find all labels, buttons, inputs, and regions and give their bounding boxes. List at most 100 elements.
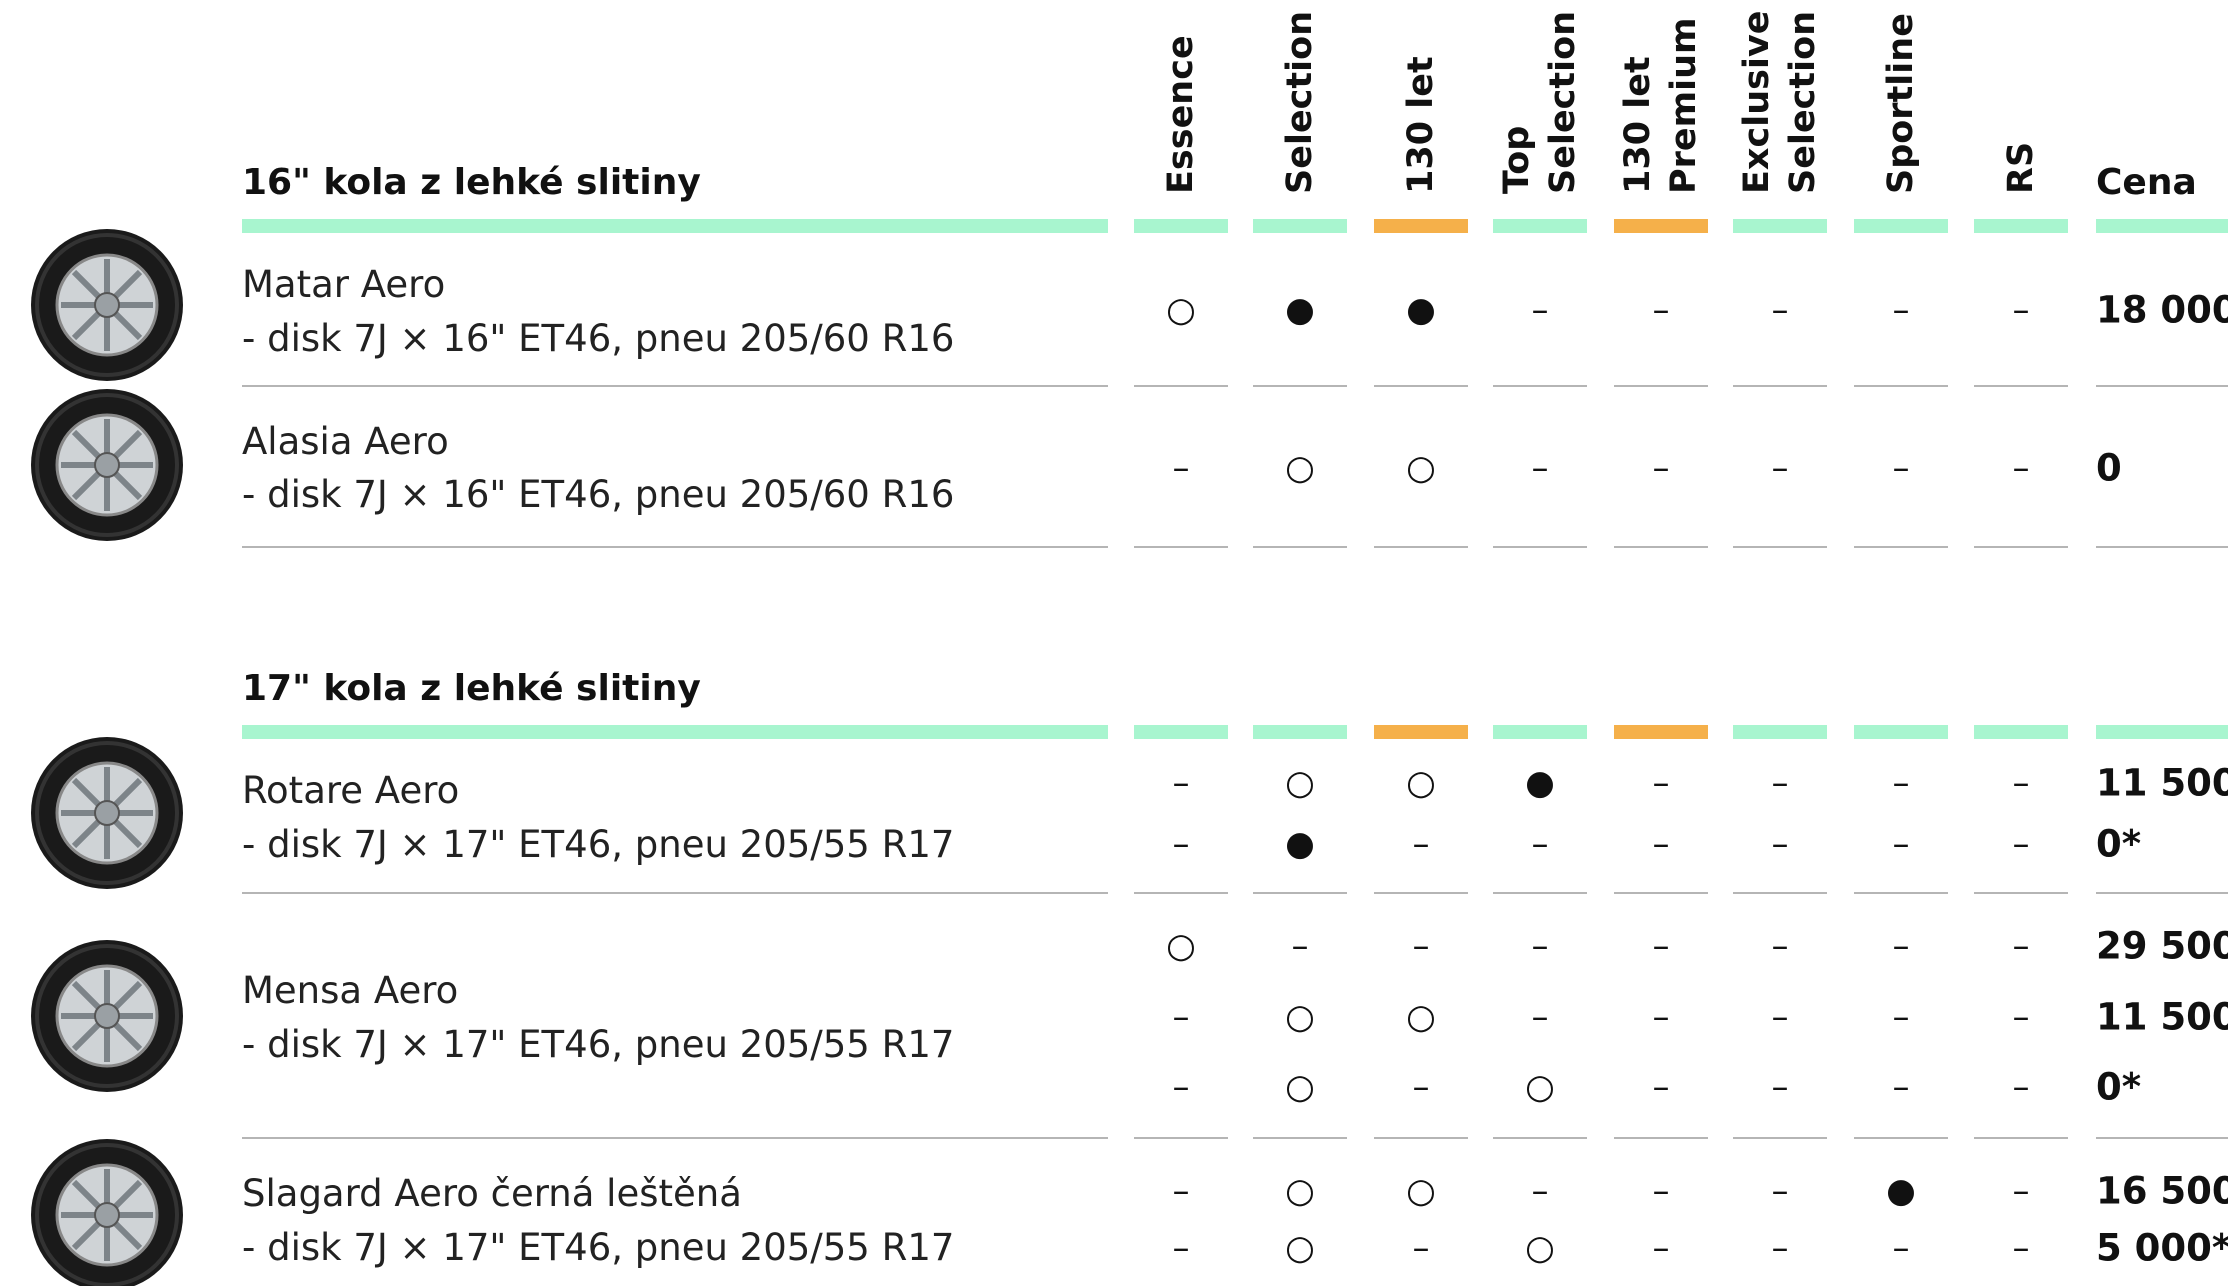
header-bar <box>1854 725 1948 739</box>
header-bar <box>1854 219 1948 233</box>
availability-mark: – <box>1653 290 1670 330</box>
wheel-name: Slagard Aero černá leštěná <box>242 1172 742 1215</box>
availability-mark: ○ <box>1406 1171 1436 1211</box>
availability-mark: – <box>1173 997 1190 1037</box>
availability-mark: ○ <box>1525 1067 1555 1107</box>
availability-mark: – <box>1532 1171 1549 1211</box>
header-bar <box>1253 219 1347 233</box>
row-separator <box>1854 1137 1948 1139</box>
row-separator <box>1733 892 1827 894</box>
availability-mark: – <box>1173 1171 1190 1211</box>
wheel-spec: - disk 7J × 16" ET46, pneu 205/60 R16 <box>242 473 954 516</box>
availability-mark: – <box>2013 290 2030 330</box>
header-bar <box>1974 725 2068 739</box>
wheel-name: Mensa Aero <box>242 969 458 1012</box>
availability-mark: – <box>2013 448 2030 488</box>
row-separator <box>1493 892 1587 894</box>
availability-mark: ○ <box>1285 1171 1315 1211</box>
row-separator <box>1614 546 1708 548</box>
wheel-image <box>31 389 183 541</box>
column-header: RS <box>2001 142 2041 194</box>
availability-mark: – <box>1413 1067 1430 1107</box>
price: 16 500 <box>2096 1170 2228 1213</box>
column-header: Selection <box>1783 11 1823 194</box>
availability-mark: – <box>1532 926 1549 966</box>
wheel-name: Rotare Aero <box>242 769 459 812</box>
availability-mark: – <box>1893 824 1910 864</box>
row-separator <box>1134 385 1228 387</box>
availability-mark: ○ <box>1406 997 1436 1037</box>
availability-mark: – <box>1653 1171 1670 1211</box>
row-separator <box>1974 546 2068 548</box>
column-header: Selection <box>1543 11 1583 194</box>
availability-mark: – <box>1532 997 1549 1037</box>
header-bar <box>1493 725 1587 739</box>
header-bar <box>1374 219 1468 233</box>
availability-mark: ● <box>1285 290 1315 330</box>
availability-mark: – <box>1653 1228 1670 1268</box>
availability-mark: – <box>1653 824 1670 864</box>
header-bar <box>1134 725 1228 739</box>
row-separator <box>2096 546 2228 548</box>
row-separator <box>1374 892 1468 894</box>
column-header: Top <box>1497 126 1537 194</box>
row-separator <box>1614 892 1708 894</box>
column-header: Sportline <box>1881 13 1921 194</box>
availability-mark: – <box>1653 448 1670 488</box>
row-separator <box>1253 546 1347 548</box>
column-header: Exclusive <box>1737 10 1777 194</box>
availability-mark: ○ <box>1285 997 1315 1037</box>
wheel-image <box>31 940 183 1092</box>
column-header: Essence <box>1161 35 1201 194</box>
wheel-image <box>31 737 183 889</box>
availability-mark: ● <box>1406 290 1436 330</box>
price: 0* <box>2096 823 2141 866</box>
price: 11 500 <box>2096 762 2228 805</box>
availability-mark: – <box>1532 448 1549 488</box>
availability-mark: – <box>1173 1228 1190 1268</box>
availability-mark: ○ <box>1406 763 1436 803</box>
availability-mark: – <box>1413 926 1430 966</box>
availability-mark: – <box>1173 763 1190 803</box>
column-header: 130 let <box>1618 56 1658 194</box>
wheel-name: Alasia Aero <box>242 420 449 463</box>
row-separator <box>1253 1137 1347 1139</box>
header-bar <box>1253 725 1347 739</box>
availability-mark: – <box>1772 448 1789 488</box>
availability-mark: ○ <box>1406 448 1436 488</box>
availability-mark: – <box>2013 1171 2030 1211</box>
wheel-table: EssenceSelection130 letTopSelection130 l… <box>0 0 2228 1286</box>
row-separator <box>1374 1137 1468 1139</box>
availability-mark: – <box>1653 997 1670 1037</box>
row-separator <box>1614 1137 1708 1139</box>
availability-mark: ● <box>1285 824 1315 864</box>
row-separator <box>242 385 1108 387</box>
header-bar <box>2096 219 2228 233</box>
row-separator <box>242 892 1108 894</box>
availability-mark: – <box>1532 824 1549 864</box>
row-separator <box>1134 1137 1228 1139</box>
availability-mark: – <box>2013 1228 2030 1268</box>
header-bar <box>2096 725 2228 739</box>
availability-mark: – <box>1893 1228 1910 1268</box>
price: 29 500 <box>2096 925 2228 968</box>
row-separator <box>1493 546 1587 548</box>
row-separator <box>1974 892 2068 894</box>
availability-mark: – <box>2013 1067 2030 1107</box>
availability-mark: – <box>1772 926 1789 966</box>
section-title: 16" kola z lehké slitiny <box>242 162 701 203</box>
header-bar <box>1733 725 1827 739</box>
row-separator <box>1733 546 1827 548</box>
wheel-spec: - disk 7J × 17" ET46, pneu 205/55 R17 <box>242 1226 954 1269</box>
availability-mark: – <box>2013 763 2030 803</box>
row-separator <box>1374 546 1468 548</box>
row-separator <box>1974 385 2068 387</box>
wheel-spec: - disk 7J × 17" ET46, pneu 205/55 R17 <box>242 1023 954 1066</box>
availability-mark: – <box>1772 763 1789 803</box>
availability-mark: ○ <box>1166 290 1196 330</box>
price: 18 000 <box>2096 289 2228 332</box>
availability-mark: – <box>1893 926 1910 966</box>
row-separator <box>1614 385 1708 387</box>
wheel-image <box>31 229 183 381</box>
row-separator <box>2096 385 2228 387</box>
